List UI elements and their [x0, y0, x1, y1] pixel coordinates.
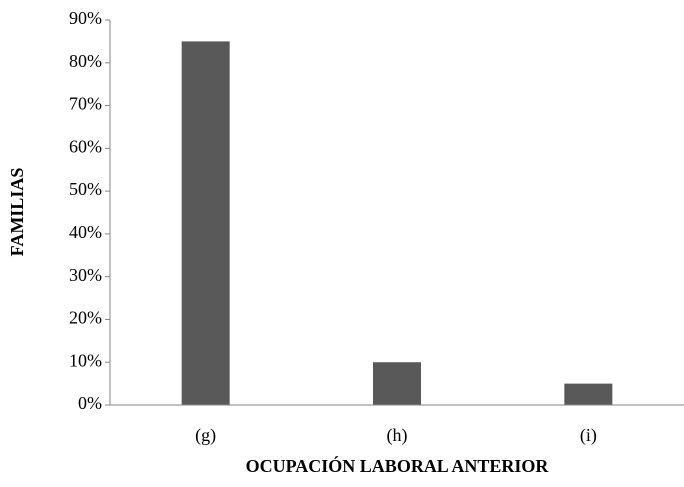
y-tick-label: 0%	[78, 393, 102, 413]
y-tick-label: 90%	[69, 8, 102, 28]
bar	[373, 362, 421, 405]
bar	[181, 41, 230, 406]
y-tick-label: 30%	[69, 265, 102, 285]
y-axis-title: FAMILIAS	[7, 168, 27, 257]
y-tick-label: 10%	[69, 350, 102, 370]
x-axis-title: OCUPACIÓN LABORAL ANTERIOR	[246, 455, 550, 476]
x-tick-label: (g)	[195, 425, 216, 446]
y-tick-label: 40%	[69, 222, 102, 242]
x-tick-label: (h)	[387, 425, 408, 446]
y-tick-label: 20%	[69, 308, 102, 328]
x-tick-label: (i)	[580, 425, 597, 446]
y-tick-label: 70%	[69, 94, 102, 114]
y-tick-label: 80%	[69, 51, 102, 71]
y-tick-label: 60%	[69, 136, 102, 156]
y-tick-label: 50%	[69, 179, 102, 199]
bar	[564, 383, 613, 405]
